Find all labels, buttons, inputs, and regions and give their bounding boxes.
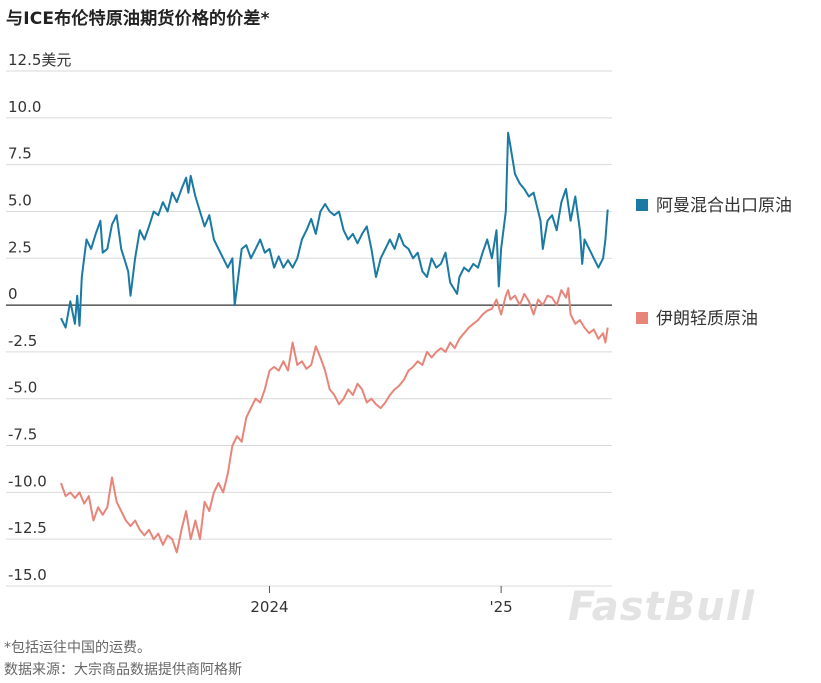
source-note: 数据来源：大宗商品数据提供商阿格斯 [4,662,242,678]
y-tick-label: 10.0 [8,98,41,116]
y-tick-label: 12.5美元 [8,51,71,69]
legend-label: 阿曼混合出口原油 [656,196,792,216]
y-tick-label: -7.5 [8,426,37,444]
footnote: *包括运往中国的运费。 [4,640,151,656]
x-tick-label: 2024 [250,598,288,616]
grid-lines [6,70,612,587]
y-tick-label: 2.5 [8,238,32,256]
y-tick-label: 0 [8,285,18,303]
series-lines [60,131,609,554]
y-axis-ticks: 12.5美元 10.0 7.5 5.0 2.5 0 -2.5 -5.0 -7.5 -10.0 -12… [8,51,71,584]
series-line-iran [60,287,609,554]
y-tick-label: -12.5 [8,519,47,537]
y-tick-label: 7.5 [8,145,32,163]
legend-label: 伊朗轻质原油 [656,309,758,329]
x-axis-ticks: 2024 '25 [250,586,513,616]
legend-swatch [636,312,648,324]
y-tick-label: -5.0 [8,379,37,397]
y-tick-label: -15.0 [8,566,47,584]
y-tick-label: -2.5 [8,332,37,350]
legend-swatch [636,199,648,211]
watermark-logo: FastBull [568,584,756,630]
y-tick-label: -10.0 [8,472,47,490]
chart-title: 与ICE布伦特原油期货价格的价差* [6,9,270,29]
y-tick-label: 5.0 [8,191,32,209]
x-tick-label: '25 [490,598,513,616]
series-line-oman [60,131,609,329]
